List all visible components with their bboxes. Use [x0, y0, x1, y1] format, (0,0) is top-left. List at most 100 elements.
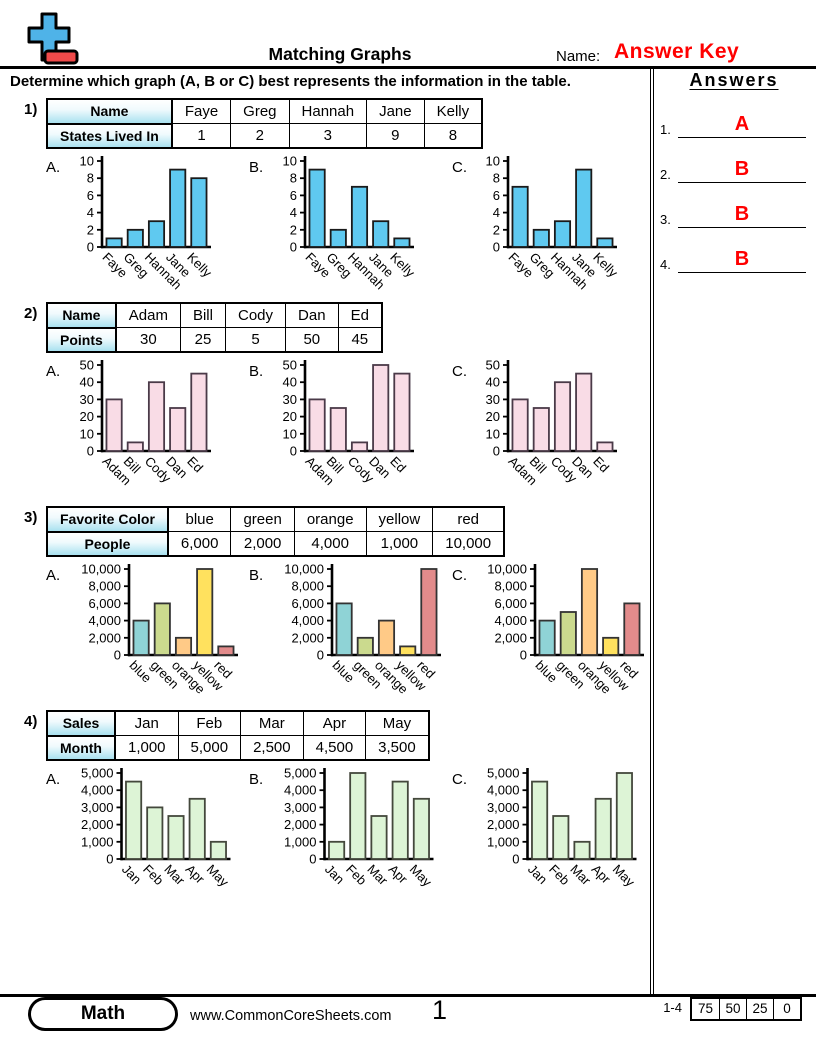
bar [308, 168, 326, 248]
table-cell: 9 [366, 123, 425, 149]
svg-text:4,000: 4,000 [88, 613, 121, 628]
svg-text:5,000: 5,000 [284, 766, 317, 781]
table-header-cell: Month [46, 734, 116, 761]
table-cell: Mar [240, 710, 304, 736]
bar [580, 568, 599, 656]
svg-text:2,000: 2,000 [81, 817, 114, 832]
bar [105, 398, 123, 452]
chart-option-b: B. 0 1,000 2,000 3,000 4,000 5,000 Jan Feb Mar Apr… [249, 763, 452, 905]
svg-text:6: 6 [493, 188, 500, 203]
table-cell: 4,500 [302, 735, 367, 761]
subject-label: Math [31, 1000, 175, 1028]
chart-letter: B. [249, 159, 264, 176]
table-header-cell: Name [46, 98, 173, 125]
bar [377, 619, 396, 656]
chart-option-b: B. 0 2,000 4,000 6,000 8,000 10,000 blue green or… [249, 559, 452, 701]
bar [169, 168, 187, 248]
bar [615, 772, 633, 860]
svg-text:30: 30 [80, 392, 94, 407]
table-cell: 2,000 [230, 531, 295, 557]
table-row: Sales Jan Feb Mar Apr May [46, 710, 430, 737]
svg-text:40: 40 [283, 375, 297, 390]
svg-text:blue: blue [532, 658, 560, 686]
svg-text:30: 30 [283, 392, 297, 407]
svg-text:May: May [407, 862, 435, 890]
svg-text:2: 2 [290, 222, 297, 237]
svg-text:8,000: 8,000 [88, 579, 121, 594]
answer-value: B [678, 248, 806, 273]
table-cell: 30 [115, 327, 181, 353]
website-url: www.CommonCoreSheets.com [190, 1008, 392, 1024]
score-cell: 75 [697, 1001, 714, 1016]
data-table: Favorite Color blue green orange yellow red Pe… [46, 506, 506, 557]
chart-option-c: C. 0 10 20 30 40 50 Adam Bill Cody Dan Ed [452, 355, 655, 497]
bar [372, 364, 390, 452]
bar [328, 840, 346, 860]
plus-minus-logo-icon [27, 12, 79, 65]
bar [511, 185, 529, 248]
svg-text:0: 0 [512, 852, 519, 867]
answer-value: A [678, 113, 806, 138]
header-divider [0, 66, 816, 69]
table-cell: 6,000 [167, 531, 232, 557]
svg-text:6: 6 [290, 188, 297, 203]
bar [553, 381, 572, 452]
table-header-cell: Sales [46, 710, 116, 737]
table-header-cell: Name [46, 302, 117, 329]
svg-text:Jan: Jan [119, 862, 144, 887]
chart-option-a: A. 0 10 20 30 40 50 Adam Bill Cody Dan Ed [46, 355, 249, 497]
svg-text:4,000: 4,000 [284, 783, 317, 798]
svg-text:3,000: 3,000 [284, 800, 317, 815]
table-cell: green [230, 506, 295, 532]
bar [188, 797, 206, 860]
table-header-cell: Points [46, 326, 117, 353]
svg-text:10,000: 10,000 [487, 562, 527, 577]
svg-text:2: 2 [87, 222, 94, 237]
svg-text:0: 0 [290, 444, 297, 459]
answers-column-divider [650, 69, 654, 994]
svg-text:0: 0 [106, 852, 113, 867]
problem-number: 2) [24, 305, 38, 322]
table-cell: 1 [171, 123, 232, 149]
svg-text:40: 40 [486, 375, 500, 390]
svg-text:10: 10 [283, 426, 297, 441]
answers-list: 1. A 2. B 3. B 4. B [660, 111, 808, 273]
answers-panel: Answers 1. A 2. B 3. B 4. B [660, 70, 808, 291]
bar [538, 619, 556, 656]
svg-text:3,000: 3,000 [487, 800, 520, 815]
table-cell: 4,000 [293, 531, 367, 557]
svg-text:May: May [204, 862, 232, 890]
chart-option-b: B. 0 2 4 6 8 10 Faye Greg Hannah Jane Kelly [249, 151, 452, 293]
chart-letter: C. [452, 159, 467, 176]
table-cell: 45 [337, 327, 383, 353]
score-area: 1-4 75 50 25 0 [663, 997, 802, 1021]
svg-text:Feb: Feb [343, 862, 369, 888]
table-row: People 6,000 2,000 4,000 1,000 10,000 [46, 530, 505, 557]
chart-letter: C. [452, 567, 467, 584]
svg-text:0: 0 [520, 648, 527, 663]
table-row: Month 1,000 5,000 2,500 4,500 3,500 [46, 734, 430, 761]
chart-letter: A. [46, 363, 61, 380]
svg-text:4: 4 [87, 205, 94, 220]
table-cell: Apr [302, 710, 367, 736]
table-header-cell: Favorite Color [46, 506, 169, 533]
bar [393, 237, 411, 248]
table-header-cell: States Lived In [46, 122, 173, 149]
bar [623, 602, 641, 656]
chart-option-c: C. 0 2 4 6 8 10 Faye Greg Hannah Jane Kelly [452, 151, 655, 293]
table-cell: 5,000 [177, 735, 242, 761]
subject-badge: Math [28, 997, 178, 1031]
svg-text:10: 10 [283, 154, 297, 169]
bar [329, 228, 347, 248]
worksheet-title: Matching Graphs [268, 44, 412, 64]
table-cell: blue [167, 506, 232, 532]
charts-row: A. 0 10 20 30 40 50 Adam Bill Cody Dan Ed B. 0 10 20 30 4… [46, 355, 652, 497]
svg-text:0: 0 [87, 240, 94, 255]
chart-letter: B. [249, 363, 264, 380]
bar [209, 840, 227, 860]
svg-text:4,000: 4,000 [81, 783, 114, 798]
table-cell: Faye [171, 98, 232, 124]
problem-4: 4) Sales Jan Feb Mar Apr May Month 1,000 5,000 2,5… [0, 710, 652, 904]
